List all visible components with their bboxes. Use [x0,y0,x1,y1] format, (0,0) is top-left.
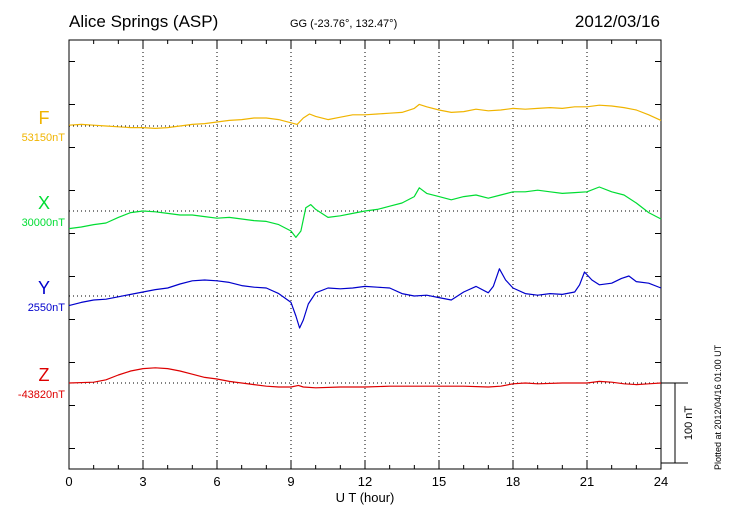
x-tick-label: 21 [580,474,594,489]
plotted-timestamp: Plotted at 2012/04/16 01:00 UT [713,344,723,470]
series-line-z [68,367,662,389]
x-tick-label: 3 [139,474,146,489]
x-tick-label: 12 [358,474,372,489]
scale-bar-label: 100 nT [683,406,695,441]
series-line-f [68,103,662,129]
x-tick-label: 18 [506,474,520,489]
station-coordinates: GG (-23.76°, 132.47°) [290,18,398,30]
series-name-f: F [39,108,50,128]
series-baseline-y: 2550nT [28,302,66,314]
series-baseline-x: 30000nT [22,217,66,229]
series-name-y: Y [38,278,50,298]
series-line-x [68,186,662,238]
series-name-z: Z [39,365,50,385]
x-tick-label: 24 [654,474,668,489]
x-tick-label: 6 [213,474,220,489]
station-title: Alice Springs (ASP) [69,12,219,31]
x-tick-label: 9 [287,474,294,489]
x-tick-label: 0 [65,474,72,489]
chart-date: 2012/03/16 [574,12,660,31]
series-baseline-f: 53150nT [22,132,66,144]
series-line-y [68,268,662,329]
series-baseline-z: -43820nT [18,389,65,401]
x-tick-label: 15 [432,474,446,489]
series-name-x: X [38,193,50,213]
x-axis-label: U T (hour) [336,490,395,505]
